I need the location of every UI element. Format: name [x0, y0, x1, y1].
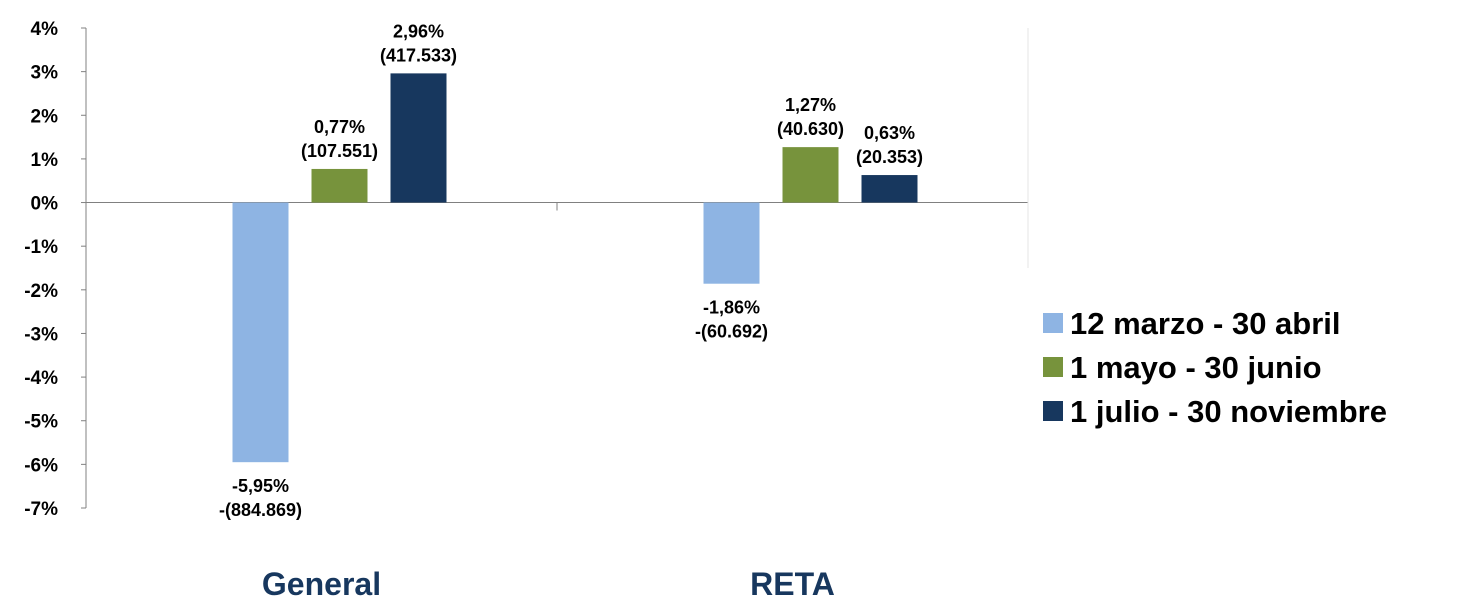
y-tick-label: 1%	[31, 150, 59, 171]
bar	[232, 202, 289, 463]
data-sublabel: -(60.692)	[695, 322, 768, 342]
legend-label: 1 mayo - 30 junio	[1070, 350, 1322, 385]
legend-swatch	[1043, 357, 1063, 377]
data-sublabel: -(884.869)	[219, 500, 302, 520]
category-labels: General RETA	[262, 566, 835, 602]
data-sublabel: (107.551)	[301, 141, 378, 161]
data-sublabel: (417.533)	[380, 45, 457, 65]
y-tick-label: 3%	[31, 63, 59, 84]
data-label: -1,86%	[703, 298, 760, 318]
data-label: 0,77%	[314, 117, 365, 137]
y-tick-labels: 4% 3% 2% 1% 0% -1% -2% -3% -4% -5% -6% -7%	[24, 19, 58, 520]
y-tick-label: -5%	[24, 412, 58, 433]
data-labels: -5,95% -(884.869) 0,77% (107.551) 2,96% (417.…	[219, 21, 923, 520]
axes	[81, 27, 1029, 509]
bar	[390, 73, 447, 203]
bar	[861, 175, 918, 203]
data-label: 0,63%	[864, 123, 915, 143]
bars	[232, 73, 918, 463]
y-tick-label: -2%	[24, 281, 58, 302]
y-tick-label: 0%	[31, 194, 59, 215]
bar	[703, 202, 760, 284]
bar	[311, 168, 368, 203]
y-tick-label: -3%	[24, 324, 58, 345]
data-label: 2,96%	[393, 21, 444, 41]
y-tick-label: 4%	[31, 19, 59, 40]
y-tick-label: -6%	[24, 455, 58, 476]
category-label: General	[262, 566, 381, 602]
data-sublabel: (40.630)	[777, 119, 844, 139]
legend-swatch	[1043, 313, 1063, 333]
data-label: -5,95%	[232, 476, 289, 496]
y-tick-label: -7%	[24, 499, 58, 520]
bar	[782, 147, 839, 203]
legend-label: 1 julio - 30 noviembre	[1070, 394, 1387, 429]
y-tick-label: -1%	[24, 237, 58, 258]
data-label: 1,27%	[785, 95, 836, 115]
category-label: RETA	[750, 566, 835, 602]
y-tick-label: 2%	[31, 106, 59, 127]
legend: 12 marzo - 30 abril 1 mayo - 30 junio 1 ju…	[1043, 306, 1387, 429]
legend-label: 12 marzo - 30 abril	[1070, 306, 1341, 341]
y-tick-label: -4%	[24, 368, 58, 389]
legend-swatch	[1043, 401, 1063, 421]
data-sublabel: (20.353)	[856, 147, 923, 167]
